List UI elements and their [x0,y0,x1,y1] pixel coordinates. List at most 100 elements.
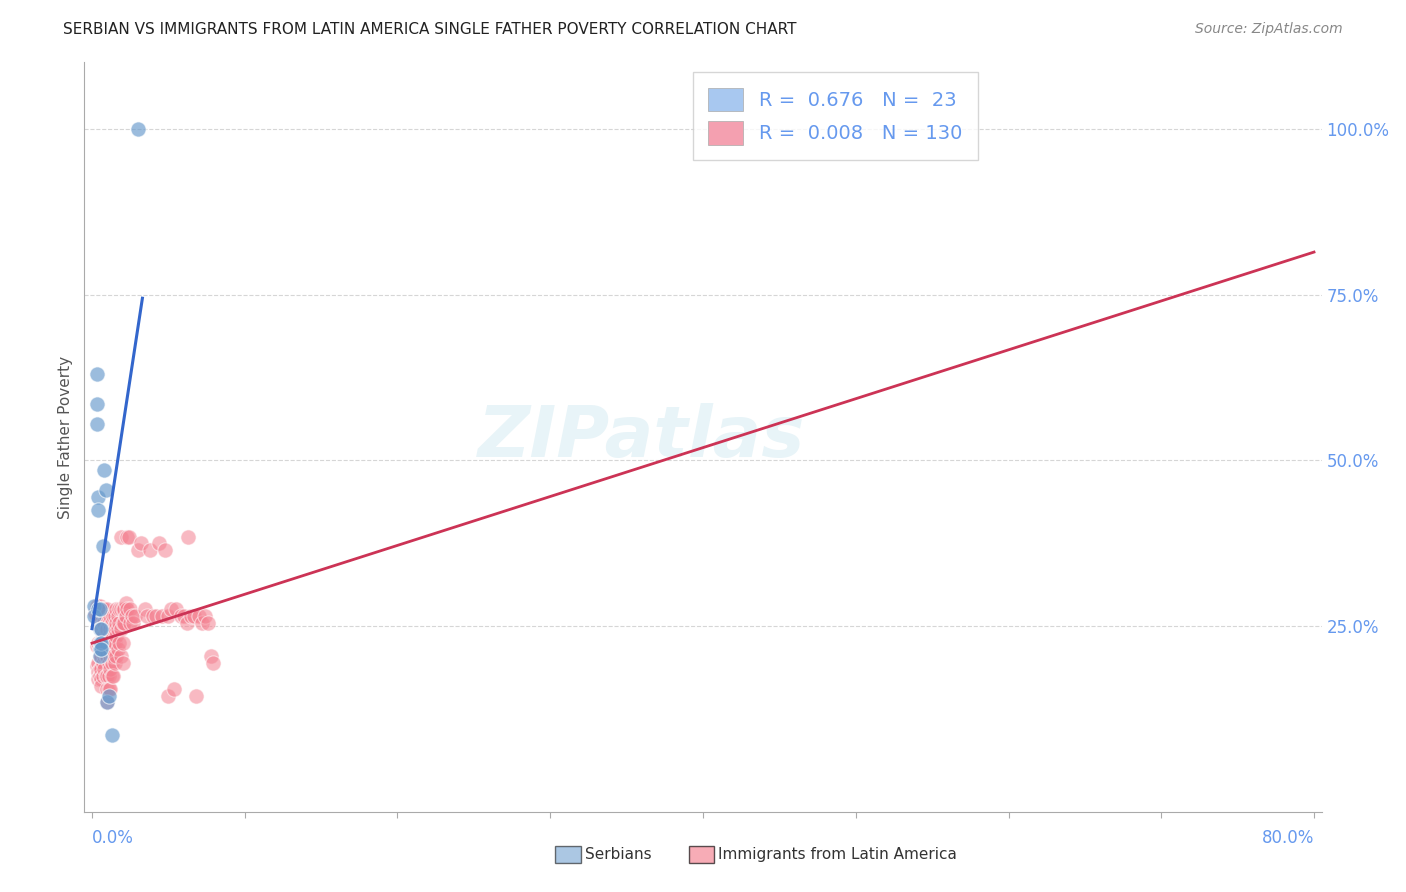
Point [103,669,125,683]
Point [83,599,105,614]
Point [107,609,129,624]
Point [173,609,195,624]
Point [97,642,120,657]
Point [103,635,125,649]
Point [90,662,112,676]
Point [90,635,112,649]
Point [101,642,124,657]
Point [86,367,108,381]
Point [87,656,110,670]
Point [107,623,129,637]
Text: 80.0%: 80.0% [1263,829,1315,847]
Point [89,623,111,637]
Point [134,602,156,616]
Point [89,642,111,657]
Point [91,656,114,670]
Point [96,635,118,649]
Point [122,615,145,630]
Point [98,609,121,624]
Point [93,615,115,630]
Text: Immigrants from Latin America: Immigrants from Latin America [718,847,957,862]
Point [136,609,159,624]
Point [89,615,111,630]
Point [98,681,121,696]
Point [97,629,120,643]
Point [84,606,107,620]
Point [87,672,110,686]
Point [121,609,143,624]
Point [111,656,134,670]
Point [97,669,120,683]
Point [111,635,134,649]
Point [93,602,115,616]
Point [105,629,128,643]
Point [97,681,120,696]
Point [90,623,112,637]
Point [91,669,114,683]
Point [86,397,108,411]
Point [89,602,111,616]
Point [197,615,219,630]
Point [90,602,112,616]
Point [127,121,149,136]
Point [94,623,117,637]
Point [91,615,114,630]
Point [96,695,118,709]
Point [118,530,141,544]
Point [89,648,111,663]
Point [115,530,138,544]
Point [97,689,120,703]
Point [108,615,131,630]
Text: ZIPatlas: ZIPatlas [478,402,804,472]
Point [90,642,112,657]
Point [91,540,114,554]
Point [105,615,128,630]
Point [96,669,118,683]
Point [86,599,108,614]
Point [101,669,124,683]
Point [191,615,214,630]
Point [86,639,108,653]
Point [163,681,186,696]
Point [139,542,162,557]
Point [87,602,110,616]
Point [98,662,121,676]
Point [103,623,125,637]
Point [148,536,170,550]
Point [157,689,180,703]
Point [94,635,117,649]
Point [124,609,146,624]
Point [94,609,117,624]
Point [91,602,114,616]
Point [93,635,115,649]
Point [180,609,202,624]
Point [108,602,131,616]
Point [108,635,131,649]
Point [110,623,132,637]
Point [107,642,129,657]
Legend: R =  0.676   N =  23, R =  0.008   N = 130: R = 0.676 N = 23, R = 0.008 N = 130 [693,72,977,161]
Point [112,602,135,616]
Point [89,662,111,676]
Point [157,609,180,624]
Point [120,602,142,616]
Point [90,635,112,649]
Point [187,609,209,624]
Point [183,609,205,624]
Point [94,669,117,683]
Point [94,648,117,663]
Point [96,695,118,709]
Point [103,648,125,663]
Point [110,648,132,663]
Point [184,689,207,703]
Point [104,656,127,670]
Point [101,729,124,743]
Point [89,635,111,649]
Point [93,648,115,663]
Point [90,672,112,686]
Point [89,648,111,663]
Point [111,615,134,630]
Point [110,530,132,544]
Point [96,623,118,637]
Point [104,635,127,649]
